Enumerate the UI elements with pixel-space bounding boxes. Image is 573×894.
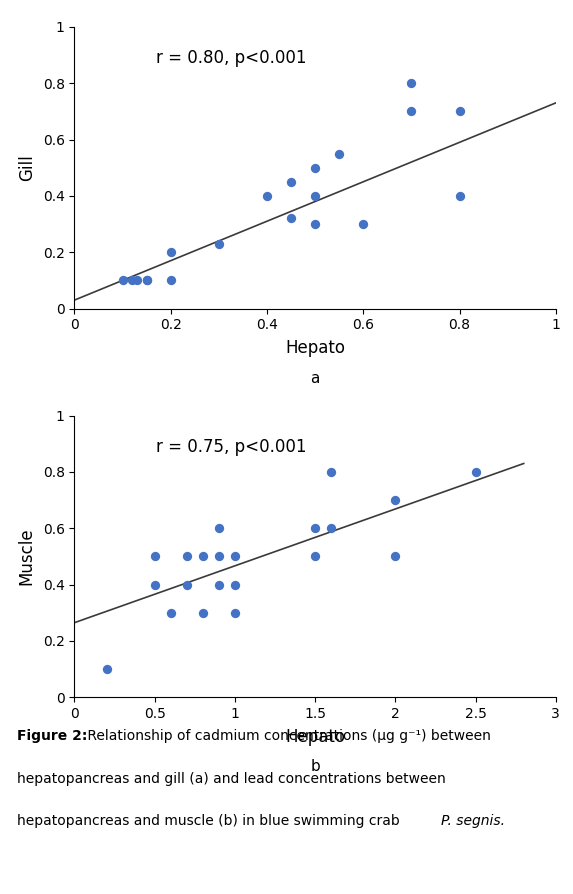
- Y-axis label: Muscle: Muscle: [18, 527, 36, 586]
- Point: [230, 605, 240, 620]
- Text: a: a: [311, 370, 320, 385]
- Point: [327, 521, 336, 536]
- Point: [230, 549, 240, 563]
- Point: [230, 578, 240, 592]
- Point: [142, 274, 151, 288]
- Point: [327, 465, 336, 479]
- Point: [182, 578, 191, 592]
- Point: [118, 274, 127, 288]
- Point: [311, 161, 320, 175]
- X-axis label: Hepato: Hepato: [285, 339, 345, 358]
- Point: [455, 105, 464, 119]
- Point: [102, 662, 111, 676]
- Text: Relationship of cadmium concentrations (µg g⁻¹) between: Relationship of cadmium concentrations (…: [83, 729, 491, 743]
- Point: [391, 493, 400, 507]
- Point: [198, 549, 207, 563]
- Point: [142, 274, 151, 288]
- Point: [311, 217, 320, 232]
- Text: r = 0.80, p<0.001: r = 0.80, p<0.001: [156, 49, 307, 67]
- Point: [166, 245, 175, 259]
- Point: [407, 76, 416, 90]
- Point: [407, 105, 416, 119]
- Point: [150, 549, 159, 563]
- Point: [214, 578, 223, 592]
- X-axis label: Hepato: Hepato: [285, 728, 345, 746]
- Point: [182, 549, 191, 563]
- Point: [166, 274, 175, 288]
- Point: [198, 605, 207, 620]
- Point: [262, 189, 272, 203]
- Point: [455, 189, 464, 203]
- Point: [128, 274, 137, 288]
- Text: hepatopancreas and gill (a) and lead concentrations between: hepatopancreas and gill (a) and lead con…: [17, 772, 446, 786]
- Text: hepatopancreas and muscle (b) in blue swimming crab: hepatopancreas and muscle (b) in blue sw…: [17, 814, 405, 829]
- Point: [311, 549, 320, 563]
- Point: [311, 189, 320, 203]
- Point: [150, 578, 159, 592]
- Text: r = 0.75, p<0.001: r = 0.75, p<0.001: [156, 438, 307, 456]
- Point: [214, 521, 223, 536]
- Text: b: b: [310, 759, 320, 774]
- Point: [471, 465, 480, 479]
- Point: [214, 549, 223, 563]
- Point: [286, 174, 296, 189]
- Text: P. segnis.: P. segnis.: [441, 814, 505, 829]
- Point: [335, 147, 344, 161]
- Point: [132, 274, 142, 288]
- Text: Figure 2:: Figure 2:: [17, 729, 88, 743]
- Y-axis label: Gill: Gill: [18, 155, 36, 181]
- Point: [359, 217, 368, 232]
- Point: [214, 237, 223, 251]
- Point: [166, 605, 175, 620]
- Point: [311, 521, 320, 536]
- Point: [286, 211, 296, 225]
- Point: [391, 549, 400, 563]
